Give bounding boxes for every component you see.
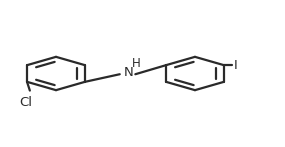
Text: H: H bbox=[132, 57, 141, 70]
Text: N: N bbox=[123, 66, 133, 79]
Text: I: I bbox=[234, 59, 238, 72]
Text: Cl: Cl bbox=[19, 96, 32, 109]
